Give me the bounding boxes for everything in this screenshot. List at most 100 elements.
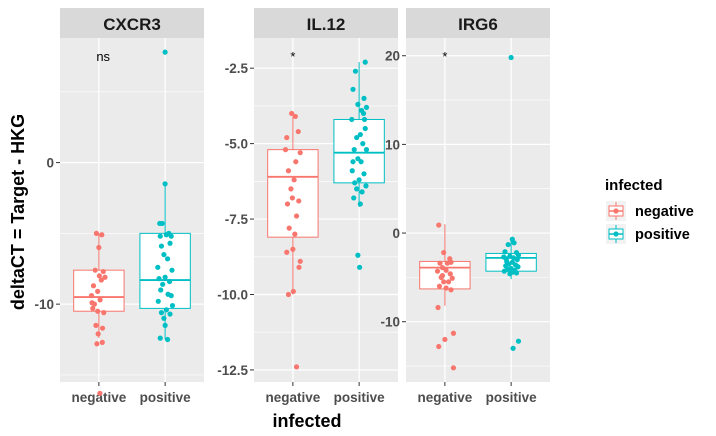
data-point	[88, 293, 95, 299]
data-point	[513, 270, 520, 276]
data-point	[434, 268, 441, 274]
data-point	[350, 86, 356, 92]
significance-annotation: *	[290, 49, 295, 64]
data-point	[510, 345, 516, 351]
data-point	[286, 225, 292, 231]
data-point	[296, 264, 302, 270]
data-point	[158, 310, 165, 316]
data-point	[360, 141, 366, 147]
data-point	[351, 147, 357, 153]
data-point	[443, 285, 449, 291]
data-point	[156, 276, 162, 282]
data-point	[95, 331, 101, 337]
x-tick-label: positive	[486, 390, 538, 405]
facet-panel: CXCR3 0 -10 negative positive ns	[34, 8, 204, 405]
data-point	[164, 256, 171, 262]
data-point	[161, 251, 167, 258]
x-tick-label: negative	[417, 390, 472, 405]
y-tick-label: -12.5	[217, 363, 248, 378]
data-point	[357, 131, 363, 138]
data-point	[284, 201, 291, 207]
data-point	[447, 271, 453, 277]
data-point	[349, 116, 355, 123]
y-tick-label: -2.5	[225, 61, 249, 76]
y-tick-label: -10	[380, 315, 400, 330]
data-point	[450, 365, 457, 371]
facet-title: CXCR3	[103, 15, 161, 34]
data-point	[162, 322, 168, 328]
data-point	[291, 177, 297, 183]
data-point	[155, 298, 161, 304]
data-point	[164, 336, 171, 343]
data-point	[437, 260, 443, 266]
facet-strip	[60, 8, 204, 38]
legend-label: positive	[635, 227, 690, 243]
box	[139, 232, 191, 309]
facet-panels: CXCR3 0 -10 negative positive ns IL.12 -2.5 -5.0…	[34, 8, 550, 405]
data-point	[448, 287, 454, 293]
data-point	[288, 186, 294, 192]
data-point	[357, 201, 363, 207]
data-point	[445, 279, 452, 285]
legend-key: positive	[606, 224, 690, 244]
facet-panel: IRG6 20 10 0 -10 negative positive *	[380, 8, 550, 405]
data-point	[293, 364, 300, 370]
panel-background	[60, 38, 204, 382]
data-point	[436, 222, 442, 228]
data-point	[362, 125, 368, 132]
data-point	[97, 390, 103, 396]
data-point	[354, 134, 360, 141]
data-point	[514, 257, 520, 263]
data-point	[290, 246, 296, 252]
significance-annotation: *	[442, 49, 447, 64]
data-point	[362, 59, 368, 65]
data-point	[449, 275, 455, 281]
data-point	[93, 322, 99, 328]
facet-panel: IL.12 -2.5 -5.0 -7.5 -10.0 -12.5 negative posit…	[217, 8, 398, 405]
data-point	[289, 110, 295, 117]
data-point	[435, 304, 441, 311]
data-point	[436, 343, 442, 350]
data-point	[442, 336, 448, 343]
data-point	[292, 231, 298, 237]
data-point	[90, 305, 96, 311]
data-point	[511, 240, 517, 246]
data-point	[296, 198, 302, 204]
data-point	[155, 264, 161, 270]
data-point	[162, 181, 168, 187]
y-tick-label: 20	[385, 49, 400, 64]
data-point	[293, 159, 299, 165]
data-point	[162, 49, 168, 55]
data-point	[100, 268, 106, 275]
data-point	[354, 186, 360, 192]
data-point	[98, 277, 104, 283]
legend-keys: negative positive	[606, 201, 694, 244]
data-point	[157, 335, 163, 341]
data-point	[89, 300, 95, 306]
data-point	[168, 293, 174, 299]
data-point	[361, 171, 367, 177]
data-point	[168, 233, 174, 239]
data-point	[99, 232, 105, 238]
data-point	[355, 101, 361, 107]
data-point	[102, 274, 108, 280]
data-point	[361, 95, 367, 101]
data-point	[441, 249, 447, 256]
data-point	[284, 134, 290, 141]
data-point	[356, 177, 362, 183]
box	[267, 149, 319, 238]
data-point	[162, 274, 168, 280]
panel-background	[406, 38, 550, 382]
data-point	[166, 278, 173, 285]
data-point	[96, 273, 102, 279]
y-axis-label: deltaCT = Target - HKG	[8, 114, 28, 310]
x-tick-label: negative	[265, 390, 320, 405]
data-point	[101, 310, 107, 316]
y-tick-label: 0	[46, 156, 54, 171]
data-point	[92, 267, 98, 273]
facet-strip	[406, 8, 550, 38]
data-point	[441, 279, 447, 285]
data-point	[167, 311, 173, 317]
facet-strip	[254, 8, 398, 38]
